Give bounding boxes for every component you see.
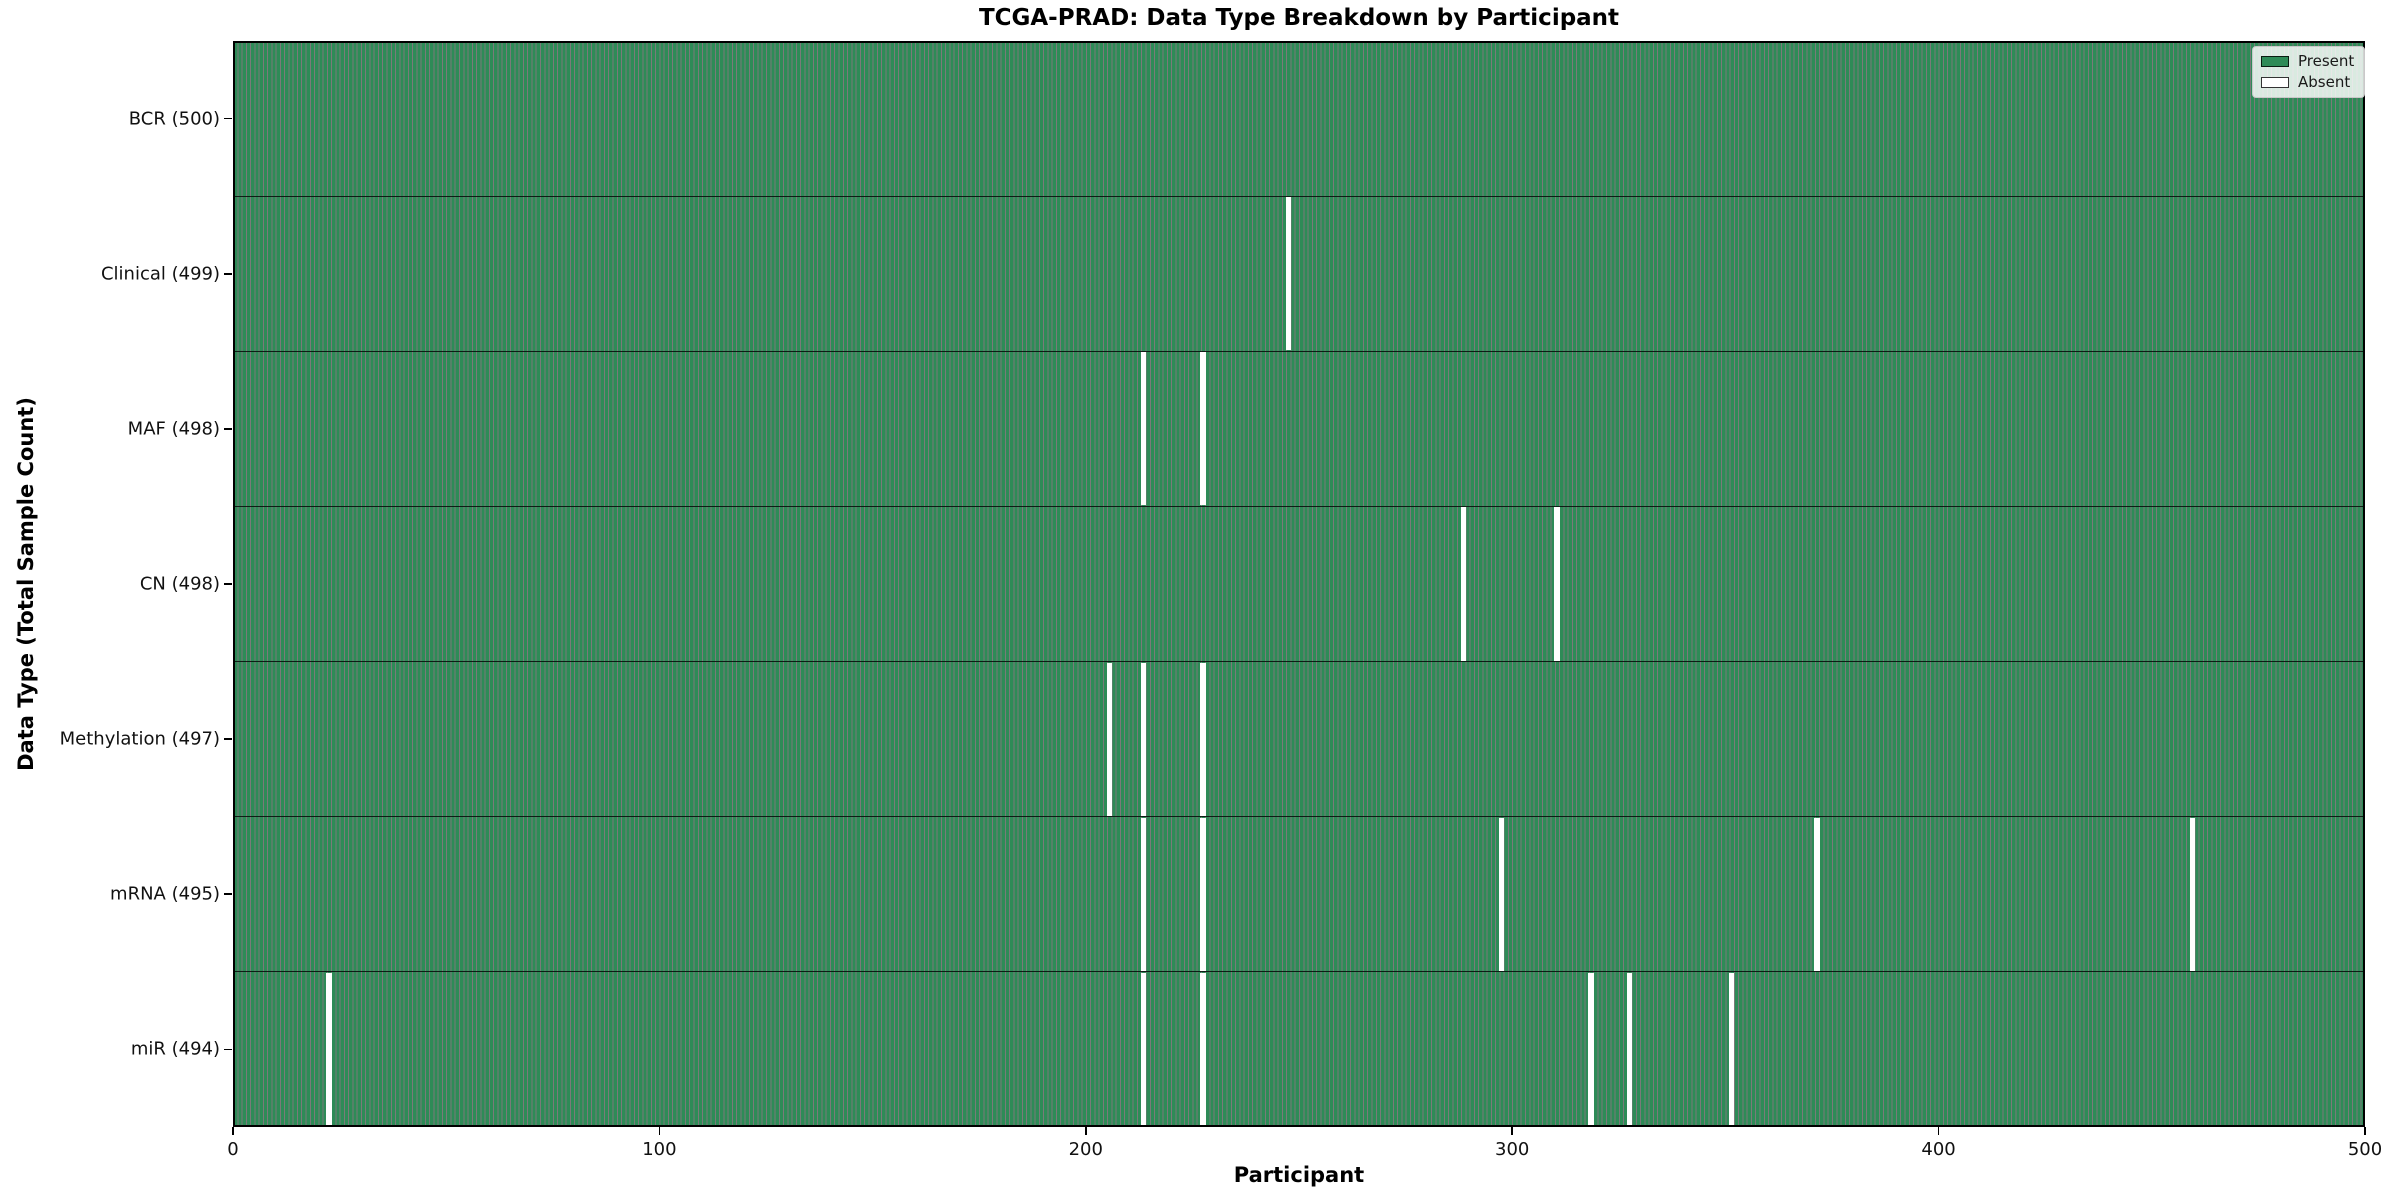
y-tick-label-mrna: mRNA (495) bbox=[110, 883, 220, 905]
y-tick-label-methylation: Methylation (497) bbox=[59, 728, 220, 750]
y-tick-label-cn: CN (498) bbox=[139, 573, 220, 595]
absent-marker bbox=[1729, 972, 1735, 1126]
row-separator bbox=[233, 505, 2365, 508]
absent-marker bbox=[1106, 662, 1112, 816]
y-tick-mark bbox=[224, 738, 232, 740]
y-tick-mark bbox=[224, 272, 232, 275]
x-tick-mark bbox=[1085, 1127, 1087, 1135]
y-tick-label-maf: MAF (498) bbox=[127, 418, 220, 440]
x-tick-mark bbox=[2364, 1127, 2366, 1135]
legend: Present Absent bbox=[2252, 46, 2366, 98]
x-tick-label-400: 400 bbox=[1921, 1139, 1956, 1160]
x-axis-label: Participant bbox=[1233, 1163, 1365, 1187]
x-tick-mark bbox=[658, 1127, 661, 1135]
row-cn bbox=[233, 506, 2365, 662]
chart-title: TCGA-PRAD: Data Type Breakdown by Partic… bbox=[978, 5, 1620, 31]
plot-area bbox=[233, 41, 2365, 1127]
legend-entry-absent: Absent bbox=[2261, 75, 2354, 90]
absent-marker bbox=[326, 972, 332, 1126]
row-separator bbox=[233, 816, 2365, 818]
x-tick-mark bbox=[232, 1127, 234, 1135]
y-tick-mark bbox=[224, 117, 232, 120]
row-clinical bbox=[233, 196, 2365, 352]
absent-marker bbox=[1200, 817, 1206, 971]
absent-marker bbox=[1200, 972, 1206, 1126]
row-separator bbox=[233, 195, 2365, 197]
y-tick-mark bbox=[224, 893, 232, 896]
absent-marker bbox=[1498, 817, 1505, 971]
absent-marker bbox=[1814, 817, 1820, 971]
legend-absent-swatch-icon bbox=[2261, 77, 2289, 88]
row-mir bbox=[233, 971, 2365, 1127]
row-bcr bbox=[233, 41, 2365, 197]
y-tick-label-mir: miR (494) bbox=[130, 1038, 220, 1060]
legend-present-label: Present bbox=[2298, 52, 2355, 70]
row-methylation bbox=[233, 661, 2365, 817]
absent-marker bbox=[2189, 817, 2195, 971]
x-tick-label-100: 100 bbox=[642, 1139, 677, 1160]
absent-marker bbox=[1200, 662, 1206, 816]
x-tick-label-200: 200 bbox=[1068, 1139, 1103, 1160]
absent-marker bbox=[1140, 817, 1146, 971]
x-tick-mark bbox=[1937, 1127, 1940, 1135]
absent-marker bbox=[1626, 972, 1633, 1126]
absent-marker bbox=[1285, 197, 1291, 351]
row-maf bbox=[233, 351, 2365, 507]
y-tick-label-bcr: BCR (500) bbox=[128, 108, 220, 130]
absent-marker bbox=[1140, 352, 1146, 506]
y-tick-label-clinical: Clinical (499) bbox=[100, 263, 220, 285]
legend-absent-label: Absent bbox=[2298, 73, 2351, 91]
y-tick-mark bbox=[224, 428, 232, 430]
absent-marker bbox=[1460, 507, 1466, 661]
legend-entry-present: Present bbox=[2261, 54, 2354, 69]
x-tick-label-0: 0 bbox=[227, 1139, 239, 1160]
y-tick-mark bbox=[224, 583, 232, 585]
x-tick-mark bbox=[1511, 1127, 1513, 1135]
row-separator bbox=[233, 350, 2365, 352]
row-separator bbox=[233, 971, 2365, 973]
y-tick-mark bbox=[224, 1048, 232, 1051]
row-separator bbox=[233, 660, 2365, 663]
row-mrna bbox=[233, 816, 2365, 972]
absent-marker bbox=[1554, 507, 1560, 661]
absent-marker bbox=[1588, 972, 1594, 1126]
absent-marker bbox=[1140, 972, 1146, 1126]
absent-marker bbox=[1140, 662, 1146, 816]
x-tick-label-300: 300 bbox=[1495, 1139, 1530, 1160]
x-tick-label-500: 500 bbox=[2347, 1139, 2383, 1160]
legend-present-swatch-icon bbox=[2261, 56, 2289, 67]
absent-marker bbox=[1200, 352, 1206, 506]
